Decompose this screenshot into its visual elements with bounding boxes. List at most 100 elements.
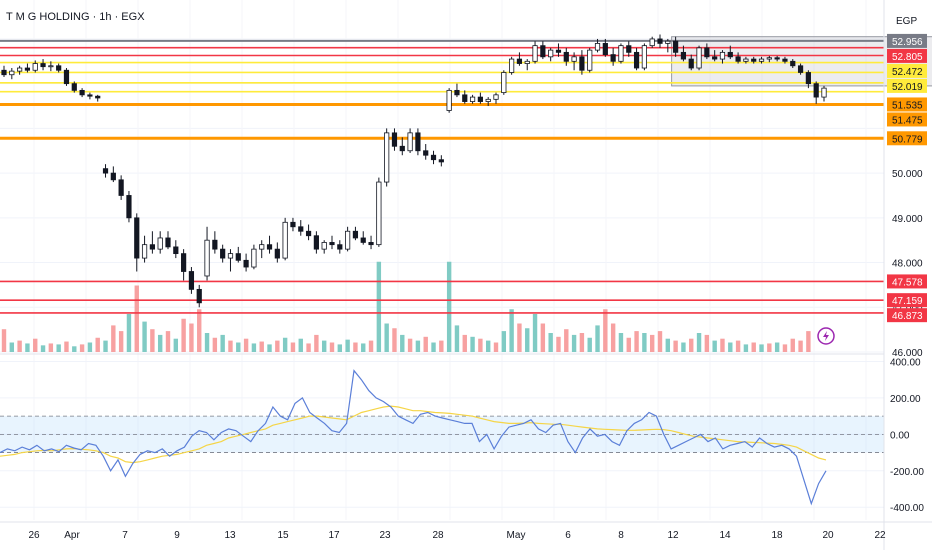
volume-bar — [759, 344, 764, 352]
volume-bar — [72, 346, 77, 352]
candle-body — [134, 217, 140, 259]
level-tag — [887, 308, 927, 323]
volume-bar — [665, 338, 671, 352]
lightning-icon[interactable] — [817, 327, 835, 345]
volume-bar — [25, 343, 30, 352]
candle-body — [399, 145, 405, 152]
volume-bar — [353, 342, 358, 352]
volume-bar — [376, 261, 382, 352]
candle-body — [712, 56, 718, 60]
volume-bar — [290, 342, 296, 352]
volume-bar — [79, 344, 85, 352]
volume-bar — [329, 342, 335, 352]
volume-bar — [735, 340, 741, 352]
candle-body — [610, 54, 616, 62]
candle-body — [181, 253, 187, 272]
price-tick-label: 50.000 — [892, 169, 923, 180]
time-tick-label: May — [507, 530, 526, 541]
candle-body — [751, 58, 757, 62]
volume-bar — [407, 338, 413, 352]
volume-bar — [517, 323, 522, 352]
candle-body — [540, 45, 546, 58]
candle-body — [797, 65, 804, 73]
horizontal-levels[interactable] — [0, 39, 884, 314]
volume-bar — [48, 343, 54, 352]
level-tag-label: 51.475 — [892, 115, 923, 126]
time-axis-labels[interactable]: 26 Apr 7 9 13 15 17 23 28 May 6 8 12 14 18 20 22 — [28, 530, 886, 541]
candle-body — [516, 58, 523, 64]
time-tick-label: 6 — [565, 530, 571, 541]
volume-bar — [150, 329, 155, 352]
candle-body — [446, 89, 452, 111]
candle-body — [305, 230, 312, 237]
volume-bar — [415, 340, 421, 352]
volume-bar — [564, 329, 569, 352]
candle-body — [626, 45, 632, 53]
cci-ma-line — [0, 405, 827, 464]
candle-body — [56, 65, 62, 71]
volume-bar — [228, 340, 233, 352]
volume-bar — [384, 323, 389, 352]
time-tick-label: 14 — [719, 530, 731, 541]
indicator-tick-label: -200.00 — [890, 467, 924, 478]
volume-bars — [1, 261, 811, 352]
volume-bar — [681, 342, 686, 352]
candle-body — [63, 69, 70, 85]
volume-bar — [243, 338, 249, 352]
volume-bar — [9, 342, 15, 352]
candle-body — [95, 95, 101, 99]
time-tick-label: 17 — [328, 530, 340, 541]
time-tick-label: 15 — [277, 530, 289, 541]
currency-label[interactable]: EGP — [896, 16, 917, 27]
candle-body — [407, 132, 413, 152]
time-tick-label: 9 — [174, 530, 180, 541]
candle-body — [48, 65, 54, 68]
candle-body — [462, 94, 468, 102]
candle-body — [680, 51, 687, 60]
volume-bar — [142, 321, 147, 352]
candle-body — [532, 45, 538, 62]
volume-bar — [493, 342, 499, 352]
level-tag-label: 47.159 — [892, 296, 923, 307]
time-tick-label: 13 — [224, 530, 236, 541]
candle-body — [274, 248, 280, 259]
candle-body — [165, 237, 171, 248]
indicator-tick-label: 400.00 — [890, 357, 921, 368]
candle-body — [805, 72, 811, 85]
volume-bar — [720, 338, 725, 352]
indicator-tick-label: -400.00 — [890, 503, 924, 514]
candle-body — [32, 63, 38, 71]
candle-body — [430, 154, 437, 161]
candle-body — [313, 235, 319, 250]
volume-bar — [571, 334, 577, 352]
candle-body — [766, 57, 772, 60]
volume-bar — [798, 340, 803, 352]
volume-bar — [782, 344, 788, 352]
volume-bar — [165, 331, 171, 352]
candle-body — [360, 237, 366, 243]
volume-bar — [423, 336, 428, 352]
volume-bar — [103, 340, 108, 352]
volume-bar — [275, 340, 280, 352]
candle-body — [329, 242, 335, 246]
candle-body — [563, 51, 569, 62]
price-tick-label: 48.000 — [892, 259, 923, 270]
volume-bar — [134, 285, 139, 352]
volume-bar — [439, 340, 444, 352]
volume-bar — [259, 341, 264, 352]
candle-body — [813, 83, 819, 98]
volume-bar — [173, 338, 179, 352]
candle-body — [555, 49, 562, 53]
candle-body — [149, 244, 155, 250]
volume-bar — [649, 334, 655, 352]
indicator-axis-labels[interactable]: 400.00 200.00 0.00 -200.00 -400.00 — [890, 357, 924, 514]
candle-body — [454, 89, 460, 96]
volume-bar — [689, 338, 694, 352]
volume-bar — [634, 331, 639, 352]
candle-body — [24, 67, 31, 71]
candle-body — [821, 87, 827, 98]
volume-bar — [87, 342, 93, 352]
candle-body — [352, 230, 359, 239]
candle-body — [204, 239, 210, 277]
